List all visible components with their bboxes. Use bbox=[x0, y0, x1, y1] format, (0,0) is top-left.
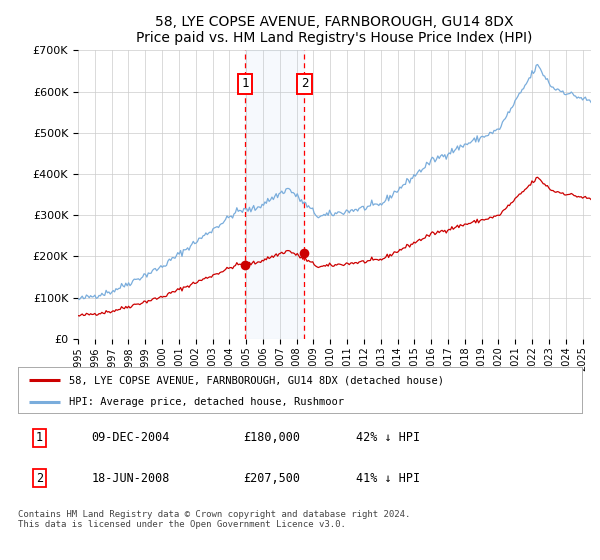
Bar bbox=[245, 50, 304, 339]
Text: 18-JUN-2008: 18-JUN-2008 bbox=[91, 472, 170, 484]
Text: £207,500: £207,500 bbox=[244, 472, 301, 484]
Text: 42% ↓ HPI: 42% ↓ HPI bbox=[356, 431, 421, 444]
Text: 2: 2 bbox=[36, 472, 43, 484]
Text: 58, LYE COPSE AVENUE, FARNBOROUGH, GU14 8DX (detached house): 58, LYE COPSE AVENUE, FARNBOROUGH, GU14 … bbox=[69, 375, 444, 385]
Title: 58, LYE COPSE AVENUE, FARNBOROUGH, GU14 8DX
Price paid vs. HM Land Registry's Ho: 58, LYE COPSE AVENUE, FARNBOROUGH, GU14 … bbox=[136, 15, 533, 45]
Text: 1: 1 bbox=[36, 431, 43, 444]
Text: Contains HM Land Registry data © Crown copyright and database right 2024.
This d: Contains HM Land Registry data © Crown c… bbox=[18, 510, 410, 529]
Text: £180,000: £180,000 bbox=[244, 431, 301, 444]
Text: 41% ↓ HPI: 41% ↓ HPI bbox=[356, 472, 421, 484]
Text: HPI: Average price, detached house, Rushmoor: HPI: Average price, detached house, Rush… bbox=[69, 397, 344, 407]
Text: 2: 2 bbox=[301, 77, 308, 90]
Text: 1: 1 bbox=[241, 77, 249, 90]
Text: 09-DEC-2004: 09-DEC-2004 bbox=[91, 431, 170, 444]
